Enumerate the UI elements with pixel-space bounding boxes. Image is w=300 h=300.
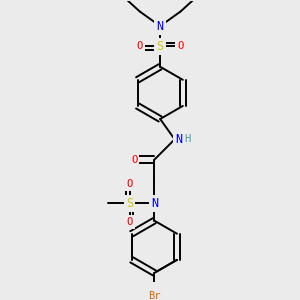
Text: S: S [126,197,133,210]
Text: H: H [184,134,191,144]
Text: N: N [157,20,164,33]
Text: O: O [177,41,184,51]
Text: Br: Br [148,291,160,300]
Text: O: O [131,155,137,165]
Text: S: S [157,40,164,53]
Text: N: N [151,197,158,210]
Text: O: O [137,41,143,51]
Text: O: O [127,179,133,189]
Text: N: N [176,133,183,146]
Text: O: O [127,217,133,227]
